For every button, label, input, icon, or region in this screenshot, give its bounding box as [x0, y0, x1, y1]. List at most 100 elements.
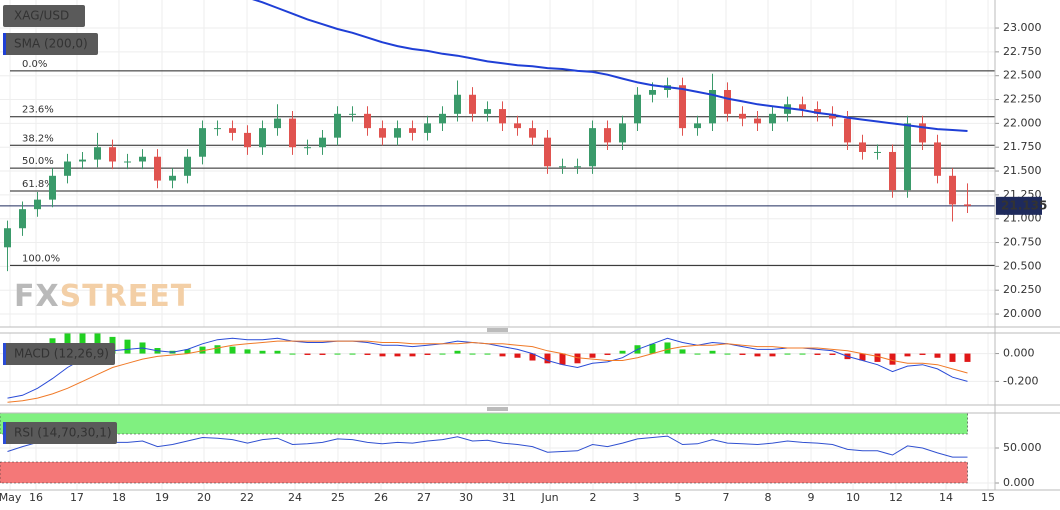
macd-histogram-bar: [664, 342, 671, 354]
rsi-band: [0, 413, 968, 435]
rsi-line: [7, 435, 968, 458]
macd-histogram-bar: [484, 353, 491, 355]
candle-body: [724, 89, 731, 114]
macd-histogram-bar: [619, 350, 626, 354]
candle-body: [184, 156, 191, 176]
x-tick-label: 14: [939, 491, 953, 504]
y-tick-label: 22.750: [1003, 45, 1042, 58]
macd-histogram-bar: [964, 353, 971, 362]
candle-body: [889, 151, 896, 191]
x-tick-label: 22: [240, 491, 254, 504]
candle-body: [739, 113, 746, 119]
candle-body: [334, 113, 341, 138]
macd-histogram-bar: [649, 343, 656, 354]
macd-histogram-bar: [424, 353, 431, 355]
indicator-label-box: [3, 33, 98, 55]
candle-body: [364, 113, 371, 129]
candle-body: [244, 132, 251, 148]
fib-level-label: 50.0%: [22, 156, 54, 167]
macd-histogram-bar: [859, 353, 866, 361]
macd-histogram-bar: [514, 353, 521, 358]
macd-histogram-bar: [454, 350, 461, 354]
candle-body: [829, 113, 836, 119]
candle-body: [769, 113, 776, 124]
candle-body: [154, 156, 161, 181]
y-tick-label: 22.500: [1003, 69, 1042, 82]
x-tick-label: 9: [808, 491, 815, 504]
candle-body: [499, 109, 506, 124]
macd-histogram-bar: [559, 353, 566, 365]
macd-histogram-bar: [244, 349, 251, 354]
last-price-label: 21.135: [1001, 198, 1047, 212]
macd-histogram-bar: [754, 353, 761, 357]
candle-body: [424, 123, 431, 133]
y-tick-label: 21.000: [1003, 212, 1042, 225]
macd-histogram-bar: [694, 353, 701, 355]
candle-body: [199, 128, 206, 157]
macd-histogram-bar: [379, 353, 386, 357]
candle-body: [259, 128, 266, 148]
y-tick-label: 20.750: [1003, 236, 1042, 249]
macd-histogram-bar: [319, 353, 326, 355]
y-tick-label: 22.250: [1003, 93, 1042, 106]
x-tick-label: 10: [846, 491, 860, 504]
macd-histogram-bar: [349, 353, 356, 355]
macd-histogram-bar: [229, 346, 236, 354]
macd-histogram-bar: [574, 353, 581, 364]
y-tick-label: 22.000: [1003, 116, 1042, 129]
macd-histogram-bar: [289, 353, 296, 355]
fib-level-label: 23.6%: [22, 105, 54, 116]
x-tick-label: 8: [765, 491, 772, 504]
indicator-stripe: [3, 422, 6, 444]
candle-body: [589, 128, 596, 167]
watermark: FXSTREET: [14, 279, 192, 314]
candle-body: [409, 128, 416, 133]
macd-histogram-bar: [709, 350, 716, 354]
y-tick-label: -0.200: [1003, 374, 1038, 387]
candle-body: [289, 118, 296, 148]
candle-body: [754, 118, 761, 124]
resize-handle[interactable]: [487, 328, 508, 411]
candle-body: [919, 123, 926, 143]
macd-histogram-bar: [589, 353, 596, 358]
macd-histogram-bar: [604, 353, 611, 355]
macd-histogram-bar: [934, 353, 941, 358]
candle-body: [469, 94, 476, 114]
candle-body: [454, 94, 461, 114]
candle-body: [709, 89, 716, 124]
candle-body: [169, 175, 176, 181]
macd-histogram-bar: [769, 353, 776, 357]
macd-histogram-bar: [739, 353, 746, 355]
x-tick-label: 5: [675, 491, 682, 504]
x-tick-label: 20: [197, 491, 211, 504]
x-tick-label: 12: [889, 491, 903, 504]
candle-body: [139, 156, 146, 162]
candle-body: [859, 142, 866, 152]
candle-body: [304, 147, 311, 149]
macd-histogram-bar: [784, 353, 791, 355]
macd-histogram-bar: [724, 353, 731, 355]
x-tick-label: 7: [723, 491, 730, 504]
x-tick-label: 2: [589, 491, 596, 504]
y-tick-label: 20.250: [1003, 283, 1042, 296]
macd-histogram-bar: [274, 350, 281, 354]
fib-level-label: 100.0%: [22, 253, 60, 264]
candle-body: [349, 113, 356, 115]
x-tick-label: 30: [459, 491, 473, 504]
candle-body: [4, 228, 11, 248]
macd-histogram-bar: [334, 353, 341, 355]
candle-body: [949, 175, 956, 205]
macd-histogram-bar: [469, 353, 476, 355]
macd-histogram-bar: [874, 353, 881, 362]
y-tick-label: 0.000: [1003, 347, 1035, 360]
candle-body: [679, 85, 686, 129]
fib-level-label: 0.0%: [22, 59, 47, 70]
macd-histogram-bar: [304, 353, 311, 355]
x-tick-label: 25: [331, 491, 345, 504]
symbol-label: XAG/USD: [14, 9, 69, 23]
indicator-label: RSI (14,70,30,1): [14, 426, 112, 440]
x-tick-label: 19: [155, 491, 169, 504]
watermark-street: STREET: [60, 279, 193, 314]
candle-body: [484, 109, 491, 114]
